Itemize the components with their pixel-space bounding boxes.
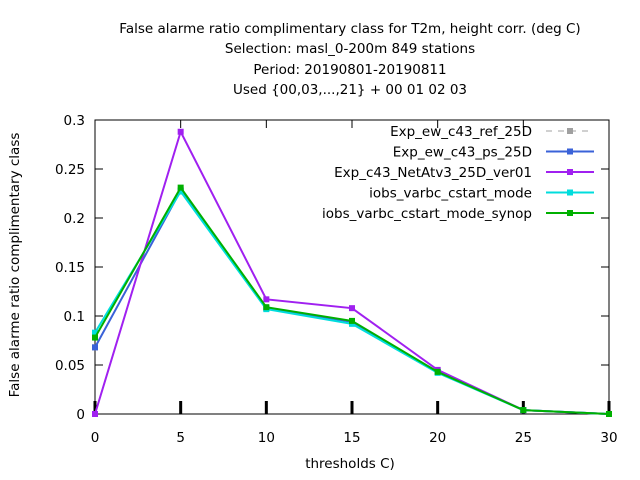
- series-line-1: [94, 189, 610, 415]
- x-tick-label: 15: [343, 430, 360, 446]
- y-tick-label: 0.25: [55, 162, 85, 178]
- chart-title-line-3: Period: 20190801-20190811: [253, 62, 447, 78]
- chart-title-line-4: Used {00,03,...,21} + 00 01 02 03: [232, 82, 468, 98]
- data-point-series-5: [263, 304, 270, 311]
- data-point-series-3: [263, 296, 270, 303]
- x-tick-label: 25: [515, 430, 532, 446]
- legend-label-5: iobs_varbc_cstart_mode_synop: [322, 206, 532, 222]
- data-point-series-2: [92, 344, 98, 351]
- data-point-series-5: [177, 184, 184, 191]
- x-tick-label: 30: [600, 430, 617, 446]
- legend-marker-5: [567, 210, 573, 216]
- y-tick-label: 0.05: [55, 358, 85, 374]
- data-point-series-5: [434, 368, 441, 375]
- y-axis-label: False alarme ratio complimentary class: [7, 132, 23, 398]
- legend-label-2: Exp_ew_c43_ps_25D: [393, 145, 532, 161]
- x-axis-label: thresholds C): [305, 456, 395, 472]
- chart-title-line-1: False alarme ratio complimentary class f…: [119, 21, 581, 37]
- x-tick-label: 10: [258, 430, 275, 446]
- data-point-series-5: [606, 411, 612, 417]
- data-point-series-5: [92, 334, 98, 341]
- chart-title-line-2: Selection: masl_0-200m 849 stations: [224, 41, 476, 57]
- x-tick-label: 5: [176, 430, 185, 446]
- legend-marker-3: [567, 169, 573, 175]
- data-point-series-3: [177, 128, 184, 135]
- data-point-series-4: [177, 188, 184, 195]
- legend-label-4: iobs_varbc_cstart_mode: [369, 186, 532, 202]
- data-point-series-5: [349, 317, 355, 324]
- y-tick-label: 0.2: [64, 211, 85, 227]
- legend-label-1: Exp_ew_c43_ref_25D: [390, 124, 532, 140]
- series-line-4: [94, 189, 610, 415]
- data-point-series-3: [92, 411, 98, 417]
- y-tick-label: 0.1: [64, 309, 85, 325]
- legend-marker-4: [567, 189, 573, 196]
- data-point-series-5: [520, 407, 527, 414]
- y-tick-label: 0: [76, 407, 85, 423]
- x-tick-label: 0: [91, 430, 100, 446]
- y-tick-label: 0.15: [55, 260, 85, 276]
- legend-marker-2: [567, 148, 573, 155]
- data-point-series-4: [92, 329, 98, 336]
- data-point-series-3: [349, 305, 355, 312]
- legend-label-3: Exp_c43_NetAtv3_25D_ver01: [334, 165, 532, 181]
- series-line-2: [94, 188, 610, 415]
- x-tick-label: 20: [429, 430, 446, 446]
- legend-marker-1: [567, 128, 573, 134]
- y-tick-label: 0.3: [64, 113, 85, 129]
